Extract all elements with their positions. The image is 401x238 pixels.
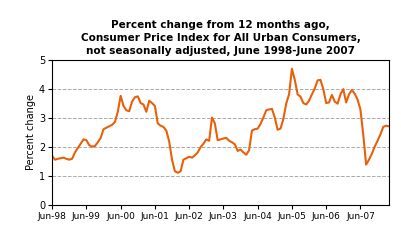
Y-axis label: Percent change: Percent change	[26, 94, 36, 170]
Title: Percent change from 12 months ago,
Consumer Price Index for All Urban Consumers,: Percent change from 12 months ago, Consu…	[81, 20, 360, 56]
